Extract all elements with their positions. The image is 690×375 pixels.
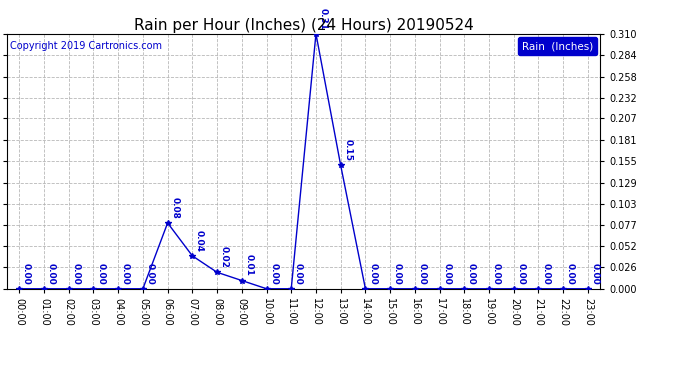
Text: 0.00: 0.00 xyxy=(591,263,600,285)
Text: Copyright 2019 Cartronics.com: Copyright 2019 Cartronics.com xyxy=(10,41,162,51)
Text: 0.00: 0.00 xyxy=(146,263,155,285)
Text: 0.08: 0.08 xyxy=(170,197,179,219)
Title: Rain per Hour (Inches) (24 Hours) 20190524: Rain per Hour (Inches) (24 Hours) 201905… xyxy=(134,18,473,33)
Text: 0.01: 0.01 xyxy=(244,255,253,276)
Text: 0.02: 0.02 xyxy=(220,246,229,268)
Text: 0.15: 0.15 xyxy=(344,139,353,161)
Text: 0.00: 0.00 xyxy=(492,263,501,285)
Text: 0.00: 0.00 xyxy=(72,263,81,285)
Text: 0.00: 0.00 xyxy=(517,263,526,285)
Text: 0.04: 0.04 xyxy=(195,230,204,252)
Text: 0.00: 0.00 xyxy=(541,263,550,285)
Text: 0.00: 0.00 xyxy=(368,263,377,285)
Text: 0.00: 0.00 xyxy=(121,263,130,285)
Text: 0.00: 0.00 xyxy=(417,263,426,285)
Text: 0.00: 0.00 xyxy=(467,263,476,285)
Text: 0.31: 0.31 xyxy=(319,8,328,30)
Text: 0.00: 0.00 xyxy=(566,263,575,285)
Text: 0.00: 0.00 xyxy=(442,263,451,285)
Text: 0.00: 0.00 xyxy=(47,263,56,285)
Text: 0.00: 0.00 xyxy=(393,263,402,285)
Text: 0.00: 0.00 xyxy=(269,263,278,285)
Text: 0.00: 0.00 xyxy=(294,263,303,285)
Text: 0.00: 0.00 xyxy=(22,263,31,285)
Text: 0.00: 0.00 xyxy=(96,263,105,285)
Legend: Rain  (Inches): Rain (Inches) xyxy=(518,37,597,55)
